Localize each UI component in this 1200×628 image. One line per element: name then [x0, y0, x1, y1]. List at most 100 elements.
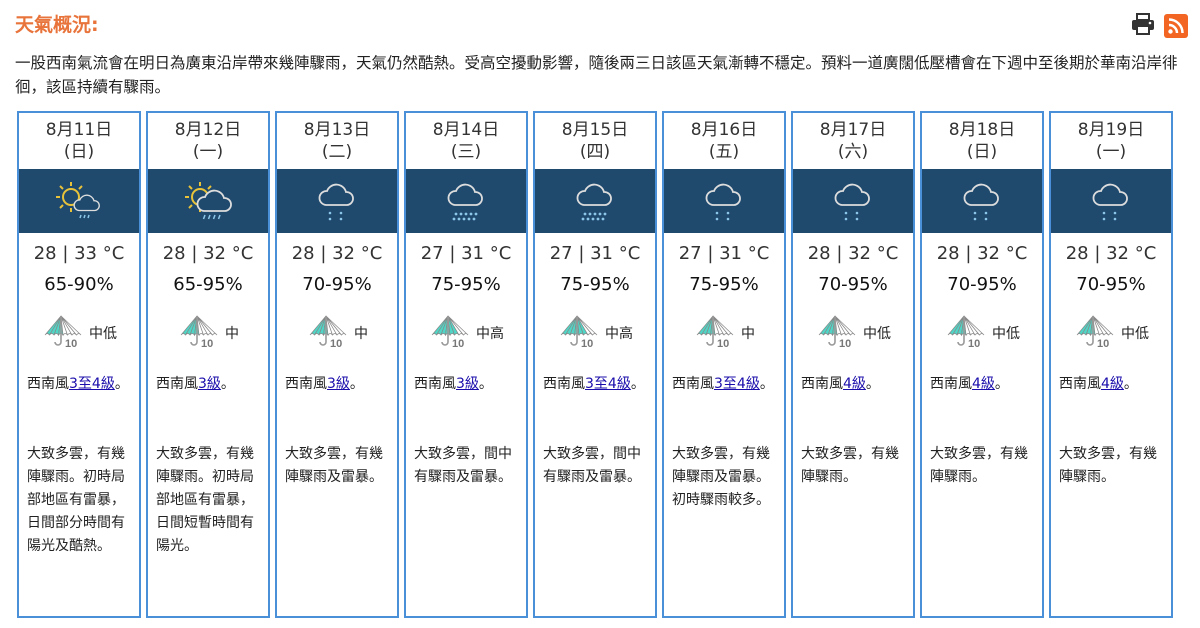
wind-punct: 。 — [759, 376, 774, 392]
weekday-label: (日) — [966, 142, 998, 162]
weather-description: 大致多雲，有幾陣驟雨。 — [930, 446, 1028, 485]
wind: 西南風3級。 — [285, 373, 393, 443]
date-label: 8月16日 — [690, 120, 758, 140]
humidity: 75-95% — [689, 274, 759, 295]
svg-text:10: 10 — [201, 338, 213, 349]
wind-force-link[interactable]: 3級 — [456, 376, 479, 392]
umbrella-icon: 10 — [177, 313, 219, 353]
temperature: 28 | 32 °C — [936, 243, 1028, 264]
weather-description: 大致多雲，間中有驟雨及雷暴。 — [414, 446, 512, 485]
rain-probability: 10 中高 — [406, 313, 526, 353]
weather-description: 大致多雲，間中有驟雨及雷暴。 — [543, 446, 641, 485]
svg-text:10: 10 — [968, 338, 980, 349]
date: 8月12日 (一) — [148, 113, 268, 169]
wind-punct: 。 — [630, 376, 645, 392]
psr-label: 中高 — [605, 326, 633, 342]
wind-force-link[interactable]: 3至4級 — [714, 376, 760, 392]
wind-force-link[interactable]: 4級 — [972, 376, 995, 392]
forecast-day: 8月12日 (一) 28 | 32 °C 65-95% 10 中 西南風3級。 大致… — [146, 111, 270, 618]
weather-description: 大致多雲，有幾陣驟雨。初時局部地區有雷暴，日間短暫時間有陽光。 — [156, 446, 254, 554]
wind-punct: 。 — [220, 376, 235, 392]
date: 8月18日 (日) — [922, 113, 1042, 169]
sun-cloud-rain-icon — [19, 169, 139, 233]
temperature: 28 | 32 °C — [1065, 243, 1157, 264]
wind-punct: 。 — [114, 376, 129, 392]
svg-text:10: 10 — [452, 338, 464, 349]
svg-text:10: 10 — [581, 338, 593, 349]
wind-force-link[interactable]: 4級 — [1101, 376, 1124, 392]
umbrella-icon: 10 — [815, 313, 857, 353]
date: 8月17日 (六) — [793, 113, 913, 169]
wind-direction: 西南風 — [801, 376, 843, 392]
psr-label: 中 — [225, 326, 239, 342]
temperature: 28 | 32 °C — [162, 243, 254, 264]
weekday-label: (一) — [192, 142, 224, 162]
date: 8月16日 (五) — [664, 113, 784, 169]
date-label: 8月15日 — [561, 120, 629, 140]
forecast-day: 8月16日 (五) 27 | 31 °C 75-95% 10 中 西南風3至4級。 … — [662, 111, 786, 618]
psr-label: 中低 — [89, 326, 117, 342]
wind: 西南風4級。 — [801, 373, 909, 443]
date: 8月11日 (日) — [19, 113, 139, 169]
weekday-label: (一) — [1095, 142, 1127, 162]
wind: 西南風3級。 — [156, 373, 264, 443]
svg-text:10: 10 — [839, 338, 851, 349]
wind: 西南風3至4級。 — [27, 373, 135, 443]
wind-force-link[interactable]: 3級 — [327, 376, 350, 392]
wind-force-link[interactable]: 4級 — [843, 376, 866, 392]
forecast-day: 8月19日 (一) 28 | 32 °C 70-95% 10 中低 西南風4級。 大… — [1049, 111, 1173, 618]
humidity: 65-90% — [44, 274, 114, 295]
weather-description: 大致多雲，有幾陣驟雨。 — [1059, 446, 1157, 485]
cloud-light-rain-icon — [277, 169, 397, 233]
wind-punct: 。 — [865, 376, 880, 392]
wind-punct: 。 — [478, 376, 493, 392]
umbrella-icon: 10 — [428, 313, 470, 353]
cloud-heavy-rain-icon — [406, 169, 526, 233]
weather-description: 大致多雲，有幾陣驟雨。 — [801, 446, 899, 485]
wind-punct: 。 — [1123, 376, 1138, 392]
humidity: 70-95% — [818, 274, 888, 295]
wind-force-link[interactable]: 3級 — [198, 376, 221, 392]
rain-probability: 10 中低 — [1051, 313, 1171, 353]
rss-icon[interactable] — [1164, 14, 1188, 38]
wind-direction: 西南風 — [672, 376, 714, 392]
psr-label: 中 — [354, 326, 368, 342]
date: 8月15日 (四) — [535, 113, 655, 169]
date: 8月13日 (二) — [277, 113, 397, 169]
rain-probability: 10 中低 — [793, 313, 913, 353]
weekday-label: (六) — [837, 142, 869, 162]
umbrella-icon: 10 — [1073, 313, 1115, 353]
weekday-label: (三) — [450, 142, 482, 162]
cloud-light-rain-icon — [1051, 169, 1171, 233]
psr-label: 中低 — [1121, 326, 1149, 342]
wind-force-link[interactable]: 3至4級 — [585, 376, 631, 392]
sun-cloud-rain-large-icon — [148, 169, 268, 233]
wind: 西南風4級。 — [1059, 373, 1167, 443]
weekday-label: (日) — [63, 142, 95, 162]
forecast-columns: 8月11日 (日) 28 | 33 °C 65-90% 10 中低 西南風3至4級。… — [17, 111, 1173, 618]
psr-label: 中 — [741, 326, 755, 342]
forecast-day: 8月14日 (三) 27 | 31 °C 75-95% 10 中高 西南風3級。 大… — [404, 111, 528, 618]
date-label: 8月13日 — [303, 120, 371, 140]
svg-text:10: 10 — [330, 338, 342, 349]
wind-direction: 西南風 — [930, 376, 972, 392]
temperature: 28 | 32 °C — [807, 243, 899, 264]
wind-direction: 西南風 — [156, 376, 198, 392]
date-label: 8月14日 — [432, 120, 500, 140]
umbrella-icon: 10 — [41, 313, 83, 353]
date: 8月14日 (三) — [406, 113, 526, 169]
weekday-label: (四) — [579, 142, 611, 162]
umbrella-icon: 10 — [944, 313, 986, 353]
wind-direction: 西南風 — [543, 376, 585, 392]
umbrella-icon: 10 — [306, 313, 348, 353]
wind: 西南風3級。 — [414, 373, 522, 443]
printer-icon[interactable] — [1130, 12, 1156, 40]
humidity: 70-95% — [947, 274, 1017, 295]
psr-label: 中高 — [476, 326, 504, 342]
wind: 西南風3至4級。 — [672, 373, 780, 443]
wind-punct: 。 — [349, 376, 364, 392]
forecast-day: 8月15日 (四) 27 | 31 °C 75-95% 10 中高 西南風3至4級。… — [533, 111, 657, 618]
psr-label: 中低 — [863, 326, 891, 342]
date-label: 8月11日 — [45, 120, 113, 140]
wind-force-link[interactable]: 3至4級 — [69, 376, 115, 392]
